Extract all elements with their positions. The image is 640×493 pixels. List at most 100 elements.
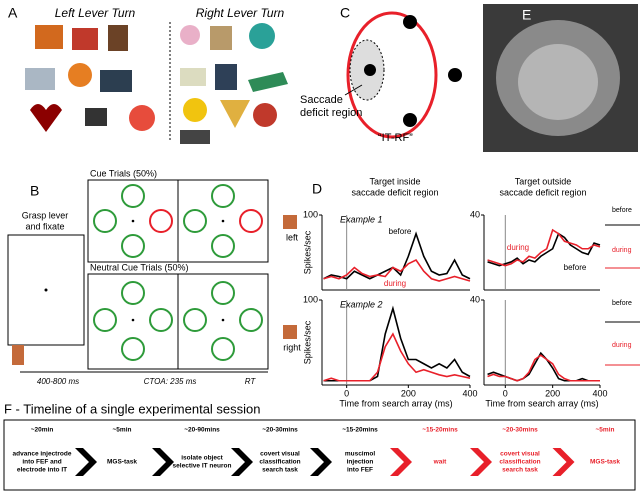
fixation-screen	[7, 234, 85, 346]
x-tick-label: 200	[545, 388, 560, 398]
step-duration: ~15-20mins	[342, 427, 378, 434]
x-tick-label: 400	[592, 388, 607, 398]
rf-ellipse	[346, 11, 438, 139]
rf-label: “IT-RF”	[378, 132, 413, 144]
timing-label: 400-800 ms	[37, 377, 79, 386]
step-label: MGS-task	[107, 459, 137, 466]
step-duration: ~5min	[113, 427, 132, 434]
column-title: saccade deficit region	[499, 187, 586, 197]
x-tick-label: 400	[462, 388, 477, 398]
annotation: Example 2	[340, 299, 383, 309]
brain	[518, 44, 598, 120]
group-title: Right Lever Turn	[196, 6, 285, 20]
step-arrow	[552, 448, 575, 476]
stimuli	[364, 15, 462, 127]
line-series	[323, 231, 471, 280]
step-arrow	[470, 448, 492, 476]
step-label: MGS-task	[590, 459, 620, 466]
step-duration: ~20-30mins	[262, 427, 298, 434]
trial-title: Neutral Cue Trials (50%)	[90, 262, 189, 272]
trial-title: Cue Trials (50%)	[90, 168, 157, 178]
line-series	[323, 332, 471, 382]
panel-label: C	[340, 5, 350, 21]
step-arrow	[75, 448, 97, 476]
panel-label: B	[30, 183, 39, 199]
object-icons	[25, 23, 288, 144]
step-label: selective IT neuron	[173, 463, 232, 470]
panel-label: E	[522, 7, 531, 23]
panel-label: D	[312, 181, 322, 197]
step-duration: ~15-20mins	[422, 427, 458, 434]
step-duration: ~20-30mins	[502, 427, 538, 434]
column-title: saccade deficit region	[351, 187, 438, 197]
y-tick-label: 100	[303, 294, 318, 304]
timeline-box	[3, 419, 636, 491]
step-label: muscimol	[345, 451, 376, 458]
step-label: classification	[259, 459, 300, 466]
step-arrow	[152, 448, 174, 476]
region-label: deficit region	[300, 107, 362, 119]
timeline-title: F - Timeline of a single experimental se…	[4, 401, 261, 416]
step-duration: ~20min	[31, 427, 54, 434]
x-axis-label: Time from search array (ms)	[485, 398, 598, 408]
step-arrow	[310, 448, 332, 476]
step-label: covert visual	[500, 451, 540, 458]
raster-label: during	[612, 247, 632, 254]
line-series	[323, 258, 471, 282]
step-arrow	[390, 448, 412, 476]
pointer	[344, 84, 363, 96]
step-label: classification	[499, 459, 540, 466]
region-label: Saccade	[300, 94, 343, 106]
step-label: covert visual	[260, 451, 300, 458]
timing-label: CTOA: 235 ms	[144, 377, 197, 386]
step-label: injection	[347, 459, 374, 466]
response-label: right	[283, 342, 301, 352]
hand-icons	[12, 215, 297, 365]
y-axis-label: Spikes/sec	[302, 230, 312, 274]
x-tick-label: 0	[344, 388, 349, 398]
raster-label: during	[612, 342, 632, 349]
y-axis-label: Spikes/sec	[302, 320, 312, 364]
step-label: advance injectrode	[13, 451, 72, 458]
start-label: Grasp lever	[22, 210, 69, 220]
x-tick-label: 200	[401, 388, 416, 398]
annotation: Example 1	[340, 214, 383, 224]
raster-icons	[605, 224, 640, 366]
series-label: before	[564, 263, 587, 272]
step-duration: ~20-90mins	[184, 427, 220, 434]
start-label: and fixate	[25, 221, 64, 231]
step-label: search task	[502, 467, 538, 474]
step-arrow	[231, 448, 253, 476]
series-label: during	[507, 243, 529, 252]
step-label: wait	[433, 459, 447, 466]
step-label: electrode into IT	[17, 467, 67, 474]
column-title: Target outside	[515, 176, 572, 186]
response-label: left	[286, 232, 299, 242]
step-label: isolate object	[181, 455, 223, 462]
line-series	[487, 228, 601, 267]
y-tick-label: 100	[303, 209, 318, 219]
line-series	[487, 232, 601, 267]
dots	[131, 219, 225, 322]
step-label: into FEF	[347, 467, 373, 474]
series-label: before	[389, 227, 412, 236]
column-title: Target inside	[369, 176, 420, 186]
y-tick-label: 40	[470, 294, 480, 304]
panel-label: A	[8, 5, 18, 21]
step-label: search task	[262, 467, 298, 474]
raster-label: before	[612, 207, 632, 214]
x-axis-label: Time from search array (ms)	[339, 398, 452, 408]
series-label: during	[384, 279, 406, 288]
line-series	[323, 305, 471, 382]
screens	[87, 179, 269, 370]
raster-label: before	[612, 300, 632, 307]
group-title: Left Lever Turn	[55, 6, 136, 20]
line-series	[487, 354, 600, 382]
x-tick-label: 0	[503, 388, 508, 398]
step-duration: ~5min	[596, 427, 615, 434]
step-label: into FEF and	[22, 459, 61, 466]
y-tick-label: 40	[470, 209, 480, 219]
timing-label: RT	[245, 377, 257, 386]
